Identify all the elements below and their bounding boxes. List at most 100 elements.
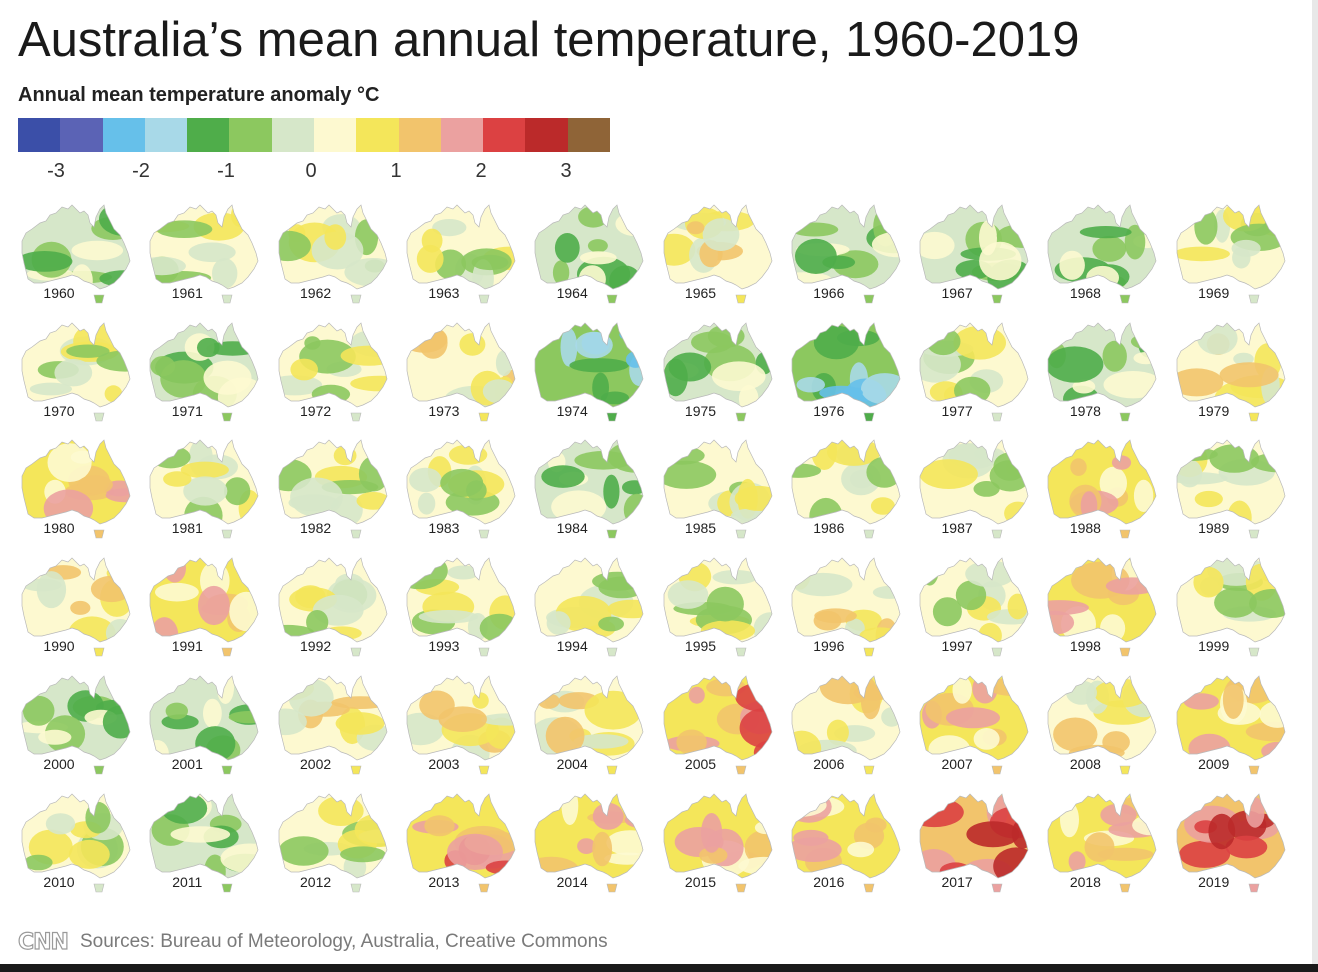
anomaly-region — [860, 372, 900, 405]
year-label: 1969 — [1198, 285, 1230, 301]
anomaly-region — [791, 222, 839, 237]
year-label: 2019 — [1198, 873, 1230, 890]
anomaly-region — [333, 446, 357, 466]
anomaly-region — [1072, 379, 1096, 394]
coastline — [21, 792, 131, 878]
australia-map — [663, 557, 772, 657]
anomaly-region — [24, 854, 53, 870]
australia-map — [791, 322, 901, 421]
coastline — [919, 439, 1029, 525]
anomaly-region — [165, 702, 189, 720]
tasmania-shape — [606, 294, 618, 304]
coastline — [919, 204, 1029, 290]
australia-map — [534, 322, 644, 421]
map-panel: 2014 — [531, 792, 653, 910]
anomaly-region — [447, 565, 480, 580]
anomaly-region — [1059, 250, 1086, 280]
australia-map — [534, 675, 644, 775]
anomaly-region — [603, 474, 620, 509]
coastline — [663, 204, 772, 290]
year-label: 1971 — [171, 402, 203, 419]
coastline — [791, 204, 901, 290]
anomaly-region — [156, 220, 213, 238]
map-panel: 2004 — [531, 674, 653, 792]
anomaly-region — [551, 490, 607, 524]
anomaly-region — [330, 695, 387, 709]
anomaly-region — [952, 675, 972, 704]
coastline — [406, 439, 516, 525]
legend-tick-label: 2 — [475, 160, 487, 182]
anomaly-region — [860, 682, 881, 719]
year-label: 1966 — [813, 285, 845, 301]
anomaly-region — [203, 360, 252, 395]
australia-map — [919, 204, 1029, 304]
tasmania-shape — [991, 765, 1003, 775]
map-panel: 1973 — [403, 321, 525, 439]
anomaly-region — [1245, 721, 1285, 742]
coastline — [21, 439, 131, 525]
map-panel: 1981 — [146, 438, 268, 556]
map-panel: 1990 — [18, 556, 140, 674]
australia-map — [21, 439, 131, 539]
map-panel: 1977 — [916, 321, 1038, 439]
anomaly-region — [278, 230, 311, 262]
australia-map — [149, 322, 259, 421]
tasmania-shape — [1248, 530, 1260, 539]
coastline — [278, 792, 387, 878]
tasmania-shape — [478, 294, 490, 304]
anomaly-region — [102, 705, 130, 739]
anomaly-region — [584, 690, 643, 730]
map-panel: 2009 — [1173, 674, 1295, 792]
australia-map — [406, 204, 516, 304]
tasmania-shape — [478, 765, 490, 775]
anomaly-region — [813, 325, 859, 359]
legend-swatch — [102, 118, 145, 152]
anomaly-region — [1209, 444, 1259, 474]
australia-map — [406, 675, 516, 775]
map-panel: 1995 — [660, 556, 782, 674]
map-panel: 1980 — [18, 438, 140, 556]
australia-map — [1176, 439, 1286, 539]
coastline — [1048, 557, 1157, 643]
coastline — [406, 204, 516, 290]
anomaly-region — [70, 451, 95, 465]
anomaly-region — [278, 708, 307, 735]
map-panel: 2003 — [403, 674, 525, 792]
anomaly-region — [545, 716, 585, 755]
year-label: 2014 — [556, 873, 588, 890]
anomaly-region — [183, 476, 228, 506]
anomaly-region — [45, 812, 76, 834]
anomaly-region — [1134, 480, 1154, 513]
anomaly-region — [163, 471, 192, 488]
legend-tick-label: 0 — [305, 160, 317, 182]
map-panel: 1978 — [1044, 321, 1166, 439]
year-label: 1980 — [43, 520, 75, 537]
anomaly-region — [791, 836, 842, 862]
coastline — [278, 439, 387, 525]
tasmania-shape — [735, 765, 746, 775]
anomaly-region — [36, 571, 67, 609]
anomaly-region — [104, 384, 123, 402]
anomaly-region — [706, 586, 744, 622]
anomaly-region — [446, 833, 503, 870]
anomaly-region — [1103, 370, 1157, 399]
anomaly-region — [161, 714, 199, 730]
map-panel: 2010 — [18, 792, 140, 910]
tasmania-shape — [93, 765, 105, 775]
australia-map — [149, 439, 259, 539]
australia-map — [278, 792, 387, 892]
tasmania-shape — [350, 883, 361, 892]
tasmania-shape — [478, 883, 490, 892]
anomaly-region — [432, 219, 467, 237]
anomaly-region — [416, 244, 444, 273]
anomaly-region — [598, 616, 625, 632]
map-panel: 2017 — [916, 792, 1038, 910]
australia-map — [1048, 675, 1157, 775]
australia-map — [919, 439, 1029, 539]
anomaly-region — [1196, 322, 1238, 355]
coastline — [1176, 675, 1286, 761]
anomaly-region — [1004, 501, 1029, 525]
coastline — [149, 792, 259, 878]
australia-map — [149, 204, 259, 304]
